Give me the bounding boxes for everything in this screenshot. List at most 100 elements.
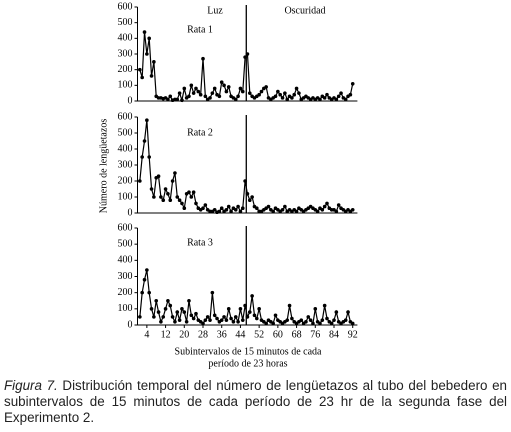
x-tick-label: 84 [329,329,339,340]
point [217,209,222,214]
point [142,30,147,34]
point [233,208,238,212]
panel-title: Rata 3 [187,237,213,248]
y-tick-label: 400 [118,143,133,154]
point [240,89,245,94]
point [203,318,208,322]
point [196,89,201,94]
point [329,321,334,326]
point [299,318,304,322]
point [336,94,341,99]
x-axis-label: período de 23 horas [208,358,287,369]
point [170,179,175,183]
point [222,315,226,319]
point [191,190,196,194]
point [348,92,353,97]
point [217,94,222,99]
point [320,318,325,322]
point [212,86,217,91]
point [142,139,147,143]
point [215,316,219,321]
y-tick-label: 300 [118,271,133,282]
point [147,155,151,159]
point [233,97,238,102]
y-tick-label: 500 [118,17,133,28]
point [308,318,313,322]
point [168,94,173,99]
point [255,206,259,210]
point [166,97,170,102]
point [294,209,299,214]
point [292,92,297,97]
point [138,179,142,183]
point [154,298,159,303]
point [189,195,194,199]
y-tick-label: 600 [118,222,133,233]
point [194,86,198,91]
point [187,190,191,194]
y-tick-label: 400 [118,33,133,44]
point [201,321,205,326]
point [243,55,247,59]
point [343,97,348,102]
point [161,198,166,202]
point [238,307,243,311]
point [322,96,327,100]
point [318,321,322,326]
y-tick-label: 0 [128,319,133,330]
x-tick-label: 4 [144,329,149,340]
point [189,313,194,318]
point [257,307,261,311]
point [236,94,240,99]
y-tick-label: 400 [118,255,133,266]
point [271,321,275,326]
point [156,310,161,314]
point [350,81,355,86]
point [149,74,154,78]
point [346,310,350,314]
point [182,86,187,91]
point [187,94,191,99]
y-tick-label: 300 [118,159,133,170]
point [212,313,217,318]
point [322,303,327,308]
point [177,198,182,202]
point [224,89,229,94]
point [189,83,194,88]
point [191,91,196,95]
y-tick-label: 300 [118,48,133,59]
caption-text: Distribución temporal del número de leng… [4,378,507,425]
x-tick-label: 36 [217,329,227,340]
point [236,204,240,209]
point [325,316,329,321]
point [138,315,142,319]
point [163,307,168,311]
point [180,98,184,103]
point [182,310,187,314]
point [315,209,320,214]
y-tick-label: 0 [128,95,133,106]
point [276,89,280,94]
point [159,195,163,199]
point [152,195,156,199]
point [245,192,250,196]
x-tick-label: 76 [310,329,320,340]
point [306,315,311,319]
point [240,206,245,210]
point [166,298,170,303]
point [285,318,290,322]
point [224,318,229,322]
point [142,277,147,282]
point [238,209,243,214]
point [152,60,156,64]
point [198,92,203,97]
point [140,290,144,295]
x-tick-label: 44 [235,329,245,340]
point [339,91,343,95]
point [177,91,182,95]
annotation: Oscuridad [284,5,325,16]
point [247,310,252,314]
point [184,319,189,324]
point [294,86,299,91]
